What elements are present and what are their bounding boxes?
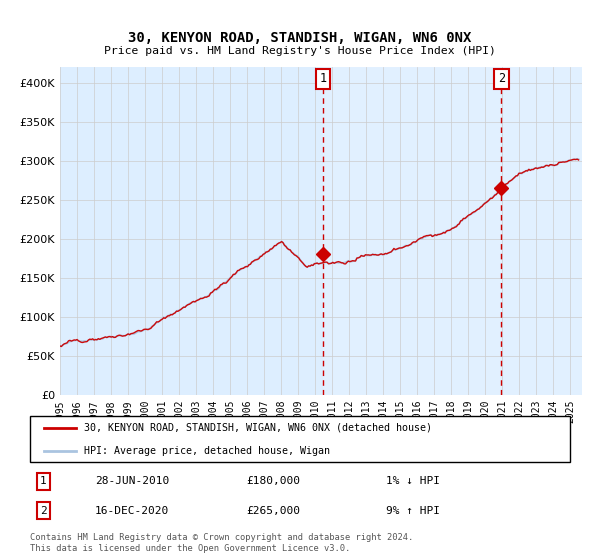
Text: 2: 2: [498, 72, 505, 85]
Text: 2: 2: [40, 506, 47, 516]
Text: Price paid vs. HM Land Registry's House Price Index (HPI): Price paid vs. HM Land Registry's House …: [104, 46, 496, 56]
Text: 30, KENYON ROAD, STANDISH, WIGAN, WN6 0NX: 30, KENYON ROAD, STANDISH, WIGAN, WN6 0N…: [128, 31, 472, 45]
Text: Contains HM Land Registry data © Crown copyright and database right 2024.
This d: Contains HM Land Registry data © Crown c…: [30, 533, 413, 553]
Text: 1: 1: [320, 72, 327, 85]
Bar: [323, 67, 582, 395]
Text: 28-JUN-2010: 28-JUN-2010: [95, 476, 169, 486]
Text: 9% ↑ HPI: 9% ↑ HPI: [386, 506, 440, 516]
Text: £265,000: £265,000: [246, 506, 300, 516]
Text: 1% ↓ HPI: 1% ↓ HPI: [386, 476, 440, 486]
Text: 1: 1: [40, 476, 47, 486]
Text: HPI: Average price, detached house, Wigan: HPI: Average price, detached house, Wiga…: [84, 446, 330, 455]
FancyBboxPatch shape: [30, 416, 570, 462]
Text: 16-DEC-2020: 16-DEC-2020: [95, 506, 169, 516]
Text: 30, KENYON ROAD, STANDISH, WIGAN, WN6 0NX (detached house): 30, KENYON ROAD, STANDISH, WIGAN, WN6 0N…: [84, 423, 432, 432]
Text: £180,000: £180,000: [246, 476, 300, 486]
